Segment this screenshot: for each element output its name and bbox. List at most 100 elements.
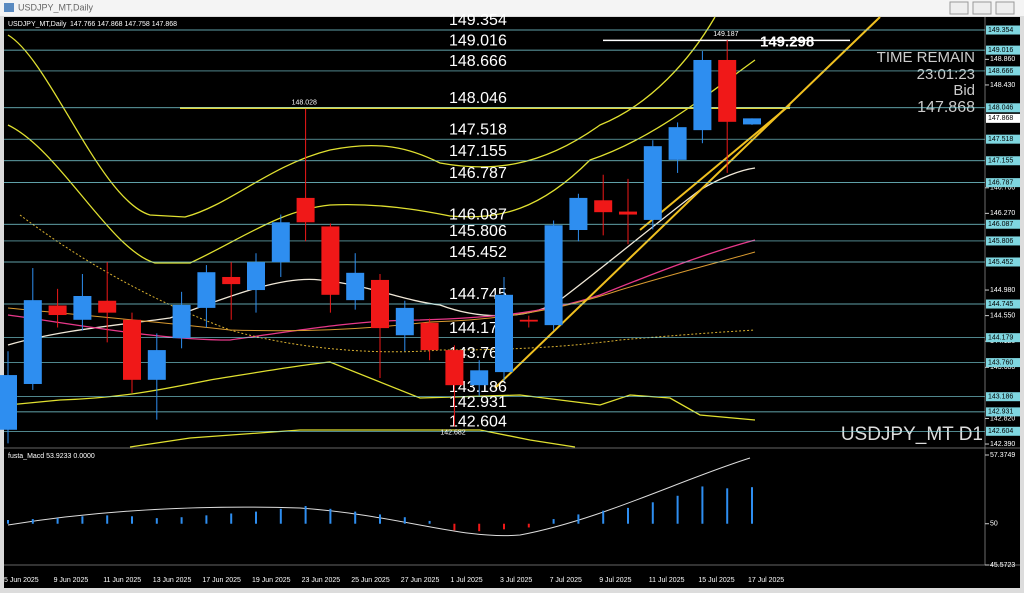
current-price-box <box>986 113 1020 123</box>
level-axis-box <box>986 134 1020 144</box>
level-label: 148.666 <box>449 53 507 70</box>
y-tick-label: 143.680 <box>990 364 1015 371</box>
high-label: 149.187 <box>713 31 738 38</box>
x-tick-label: 5 Jun 2025 <box>4 577 39 584</box>
candle-body <box>643 146 662 220</box>
x-tick-label: 23 Jun 2025 <box>302 577 341 584</box>
trend-line <box>639 104 791 231</box>
level-axis-label: 147.155 <box>988 158 1013 165</box>
y-tick-label: 142.820 <box>990 415 1015 422</box>
level-axis-label: 142.604 <box>988 428 1013 435</box>
candle-body <box>321 226 340 295</box>
maximize-button[interactable] <box>972 1 992 15</box>
candle-body <box>718 59 737 122</box>
level-axis-box <box>986 333 1020 343</box>
level-axis-box <box>986 299 1020 309</box>
level-axis-label: 143.186 <box>988 394 1013 401</box>
level-label: 143.186 <box>449 379 507 396</box>
x-tick-label: 7 Jul 2025 <box>550 577 582 584</box>
lower-band-outer <box>129 429 576 448</box>
level-axis-box <box>986 236 1020 246</box>
trend-line <box>494 16 881 389</box>
level-axis-box <box>986 25 1020 35</box>
y-tick-label: 146.270 <box>990 210 1015 217</box>
level-label: 146.787 <box>449 165 507 182</box>
x-tick-label: 17 Jun 2025 <box>202 577 241 584</box>
level-axis-label: 147.518 <box>988 136 1013 143</box>
current-price-label: 147.868 <box>988 115 1013 122</box>
symbol-label: USDJPY_MT D1 <box>841 424 983 445</box>
x-tick-label: 11 Jul 2025 <box>649 577 685 584</box>
x-tick-label: 13 Jun 2025 <box>153 577 192 584</box>
time-remain-label: TIME REMAIN <box>877 49 975 66</box>
x-tick-label: 3 Jul 2025 <box>500 577 532 584</box>
level-axis-label: 144.179 <box>988 335 1013 342</box>
macd-y-tick-label: 50 <box>990 521 998 528</box>
level-axis-box <box>986 392 1020 402</box>
x-tick-label: 1 Jul 2025 <box>450 577 482 584</box>
window-icon <box>4 3 14 12</box>
y-tick-label: 148.430 <box>990 82 1015 89</box>
minimize-button[interactable] <box>949 1 969 15</box>
time-remain: 23:01:23 <box>917 66 975 83</box>
level-axis-box <box>986 103 1020 113</box>
x-tick-label: 9 Jun 2025 <box>54 577 89 584</box>
candle-body <box>0 375 17 430</box>
ohlc-header: 147.766 147.868 147.758 147.868 <box>70 21 177 28</box>
x-tick-label: 17 Jul 2025 <box>748 577 784 584</box>
level-axis-label: 146.087 <box>988 221 1013 228</box>
level-label: 149.354 <box>449 12 507 29</box>
x-tick-label: 9 Jul 2025 <box>599 577 631 584</box>
candle-body <box>544 225 563 326</box>
candle-body <box>619 211 637 215</box>
inner-band <box>7 59 756 264</box>
candle-body <box>271 222 290 263</box>
level-axis-box <box>986 257 1020 267</box>
level-axis-label: 148.046 <box>988 105 1013 112</box>
indicators <box>7 16 881 537</box>
level-axis-label: 142.931 <box>988 409 1013 416</box>
level-label: 145.806 <box>449 223 507 240</box>
marker-label: 149.298 <box>760 33 814 50</box>
candle-body <box>23 300 42 384</box>
level-axis-label: 146.787 <box>988 179 1013 186</box>
x-tick-label: 15 Jul 2025 <box>698 577 734 584</box>
title-bar <box>0 0 1024 16</box>
x-tick-label: 11 Jun 2025 <box>103 577 141 584</box>
candle-body <box>346 272 365 301</box>
close-button[interactable] <box>995 1 1015 15</box>
level-axis-label: 145.806 <box>988 238 1013 245</box>
candle-body <box>222 276 241 285</box>
candle-body <box>197 272 216 308</box>
level-label: 142.931 <box>449 394 507 411</box>
level-label: 146.087 <box>449 206 507 223</box>
candle-body <box>296 197 315 223</box>
candle-body <box>147 350 166 380</box>
level-axis-box <box>986 66 1020 76</box>
moving-average-dotted <box>19 214 756 353</box>
level-axis-label: 144.745 <box>988 301 1013 308</box>
level-axis-box <box>986 156 1020 166</box>
candle-body <box>123 319 141 380</box>
level-axis-box <box>986 407 1020 417</box>
candle-body <box>495 294 513 373</box>
moving-average-pink <box>7 239 756 341</box>
window-title: USDJPY_MT,Daily <box>18 2 94 12</box>
level-axis-box <box>986 45 1020 55</box>
candle-body <box>668 127 687 160</box>
candle-body <box>594 200 613 213</box>
macd-y-tick-label: 45.5723 <box>990 562 1015 569</box>
macd-y-tick-label: 57.3749 <box>990 452 1015 459</box>
candle-body <box>569 197 588 231</box>
level-label: 144.179 <box>449 320 507 337</box>
level-axis-label: 145.452 <box>988 259 1013 266</box>
upper-band <box>7 16 716 218</box>
level-axis-label: 143.760 <box>988 359 1013 366</box>
candle-body <box>445 350 464 386</box>
x-tick-label: 25 Jun 2025 <box>351 577 390 584</box>
level-axis-box <box>986 358 1020 368</box>
level-axis-label: 148.666 <box>988 68 1013 75</box>
candle-body <box>73 295 92 320</box>
level-axis-box <box>986 178 1020 188</box>
